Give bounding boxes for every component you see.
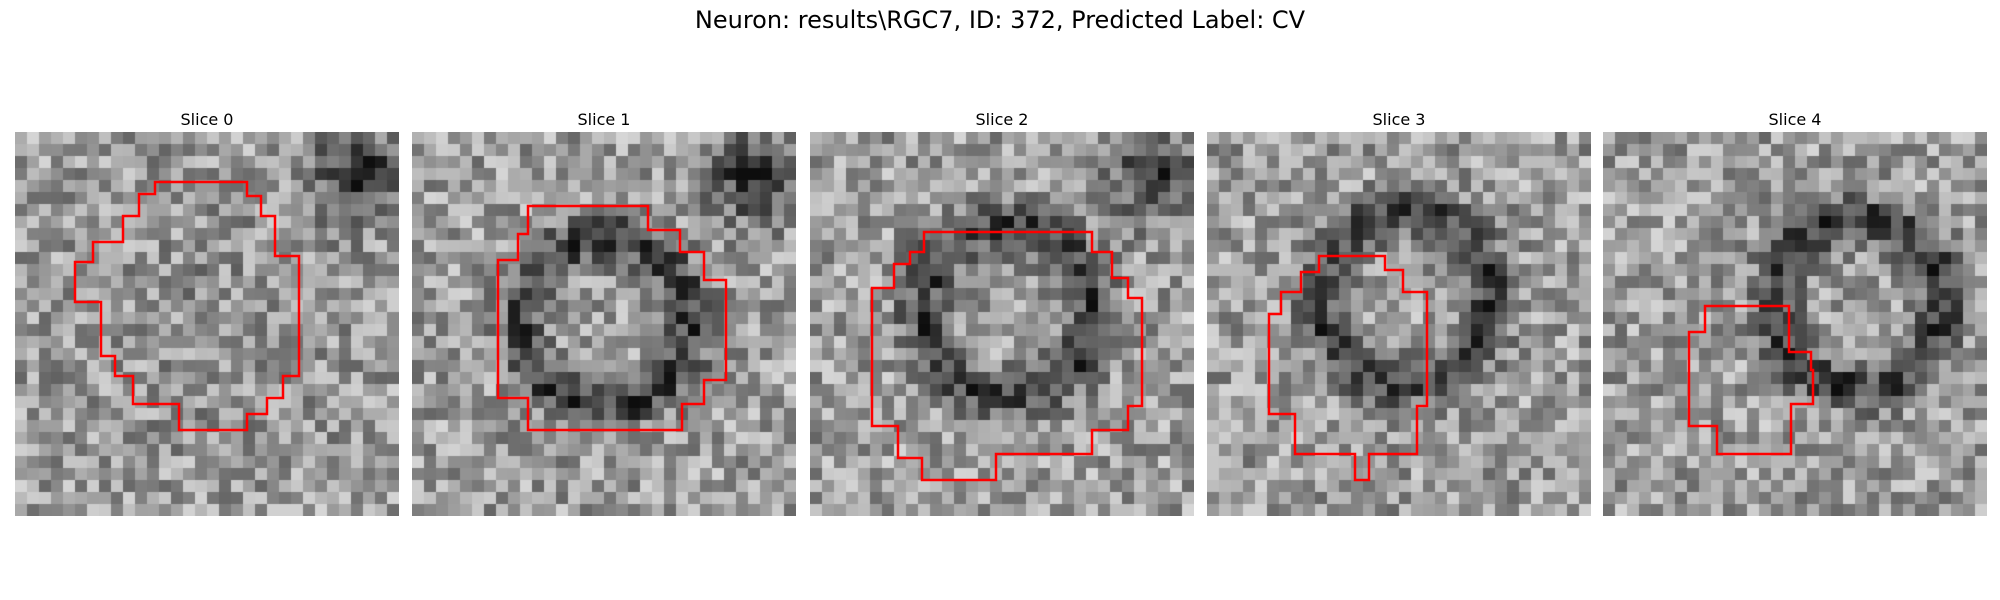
roi-contour [496,204,728,432]
slice-title: Slice 3 [1372,110,1426,129]
slice-image [810,132,1194,516]
slice-panel-2: Slice 2 [810,108,1194,516]
roi-contour [73,180,301,432]
slice-panel-0: Slice 0 [15,108,399,516]
figure-title: Neuron: results\RGC7, ID: 372, Predicted… [694,6,1306,34]
roi-contour [1687,304,1815,456]
slice-title: Slice 1 [577,110,631,129]
slice-title: Slice 2 [975,110,1029,129]
slice-panel-3: Slice 3 [1207,108,1591,516]
slice-image [1207,132,1591,516]
slice-image [15,132,399,516]
slice-panel-1: Slice 1 [412,108,796,516]
slice-image [1603,132,1987,516]
slice-title: Slice 0 [180,110,234,129]
roi-contour [1267,254,1429,482]
slice-title: Slice 4 [1768,110,1822,129]
roi-contour [870,230,1144,482]
slice-panel-4: Slice 4 [1603,108,1987,516]
slice-image [412,132,796,516]
